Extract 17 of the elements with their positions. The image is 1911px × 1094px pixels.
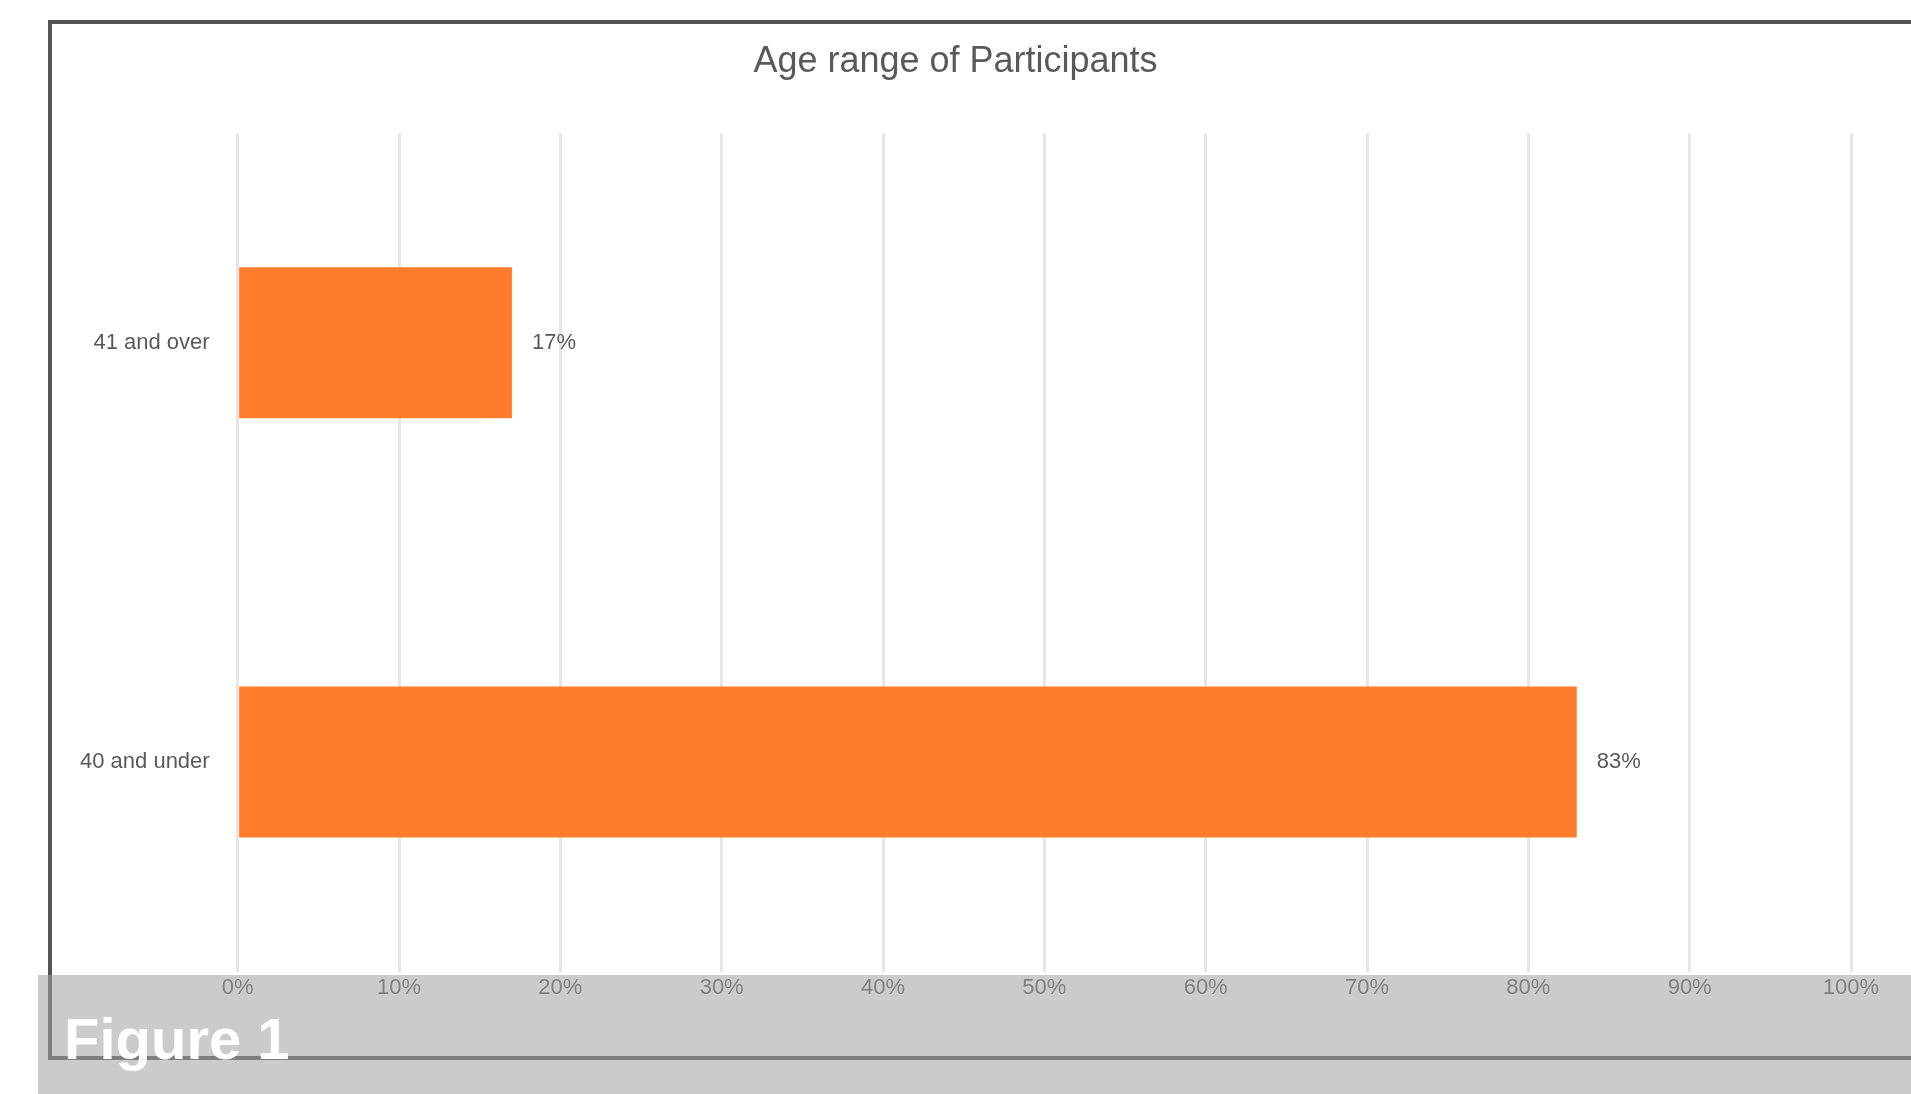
x-tick-label: 10%	[376, 973, 422, 999]
y-tick-label: 41 and over	[93, 328, 210, 354]
x-tick-label: 60%	[1183, 973, 1228, 999]
caption: Figure 1	[64, 1005, 290, 1072]
data-label: 17%	[531, 328, 576, 354]
x-tick-label: 70%	[1344, 973, 1390, 999]
x-tick-label: 0%	[221, 973, 254, 999]
x-tick-label: 50%	[1022, 973, 1067, 999]
chart-title: Age range of Participants	[753, 38, 1158, 80]
data-label: 83%	[1596, 748, 1641, 774]
x-tick-label: 40%	[860, 973, 906, 999]
x-tick-label: 100%	[1822, 973, 1880, 999]
y-tick-label: 40 and under	[80, 748, 210, 774]
x-tick-label: 30%	[699, 973, 744, 999]
x-tick-label: 90%	[1667, 973, 1712, 999]
x-tick-label: 80%	[1506, 973, 1551, 999]
x-tick-label: 20%	[538, 973, 583, 999]
